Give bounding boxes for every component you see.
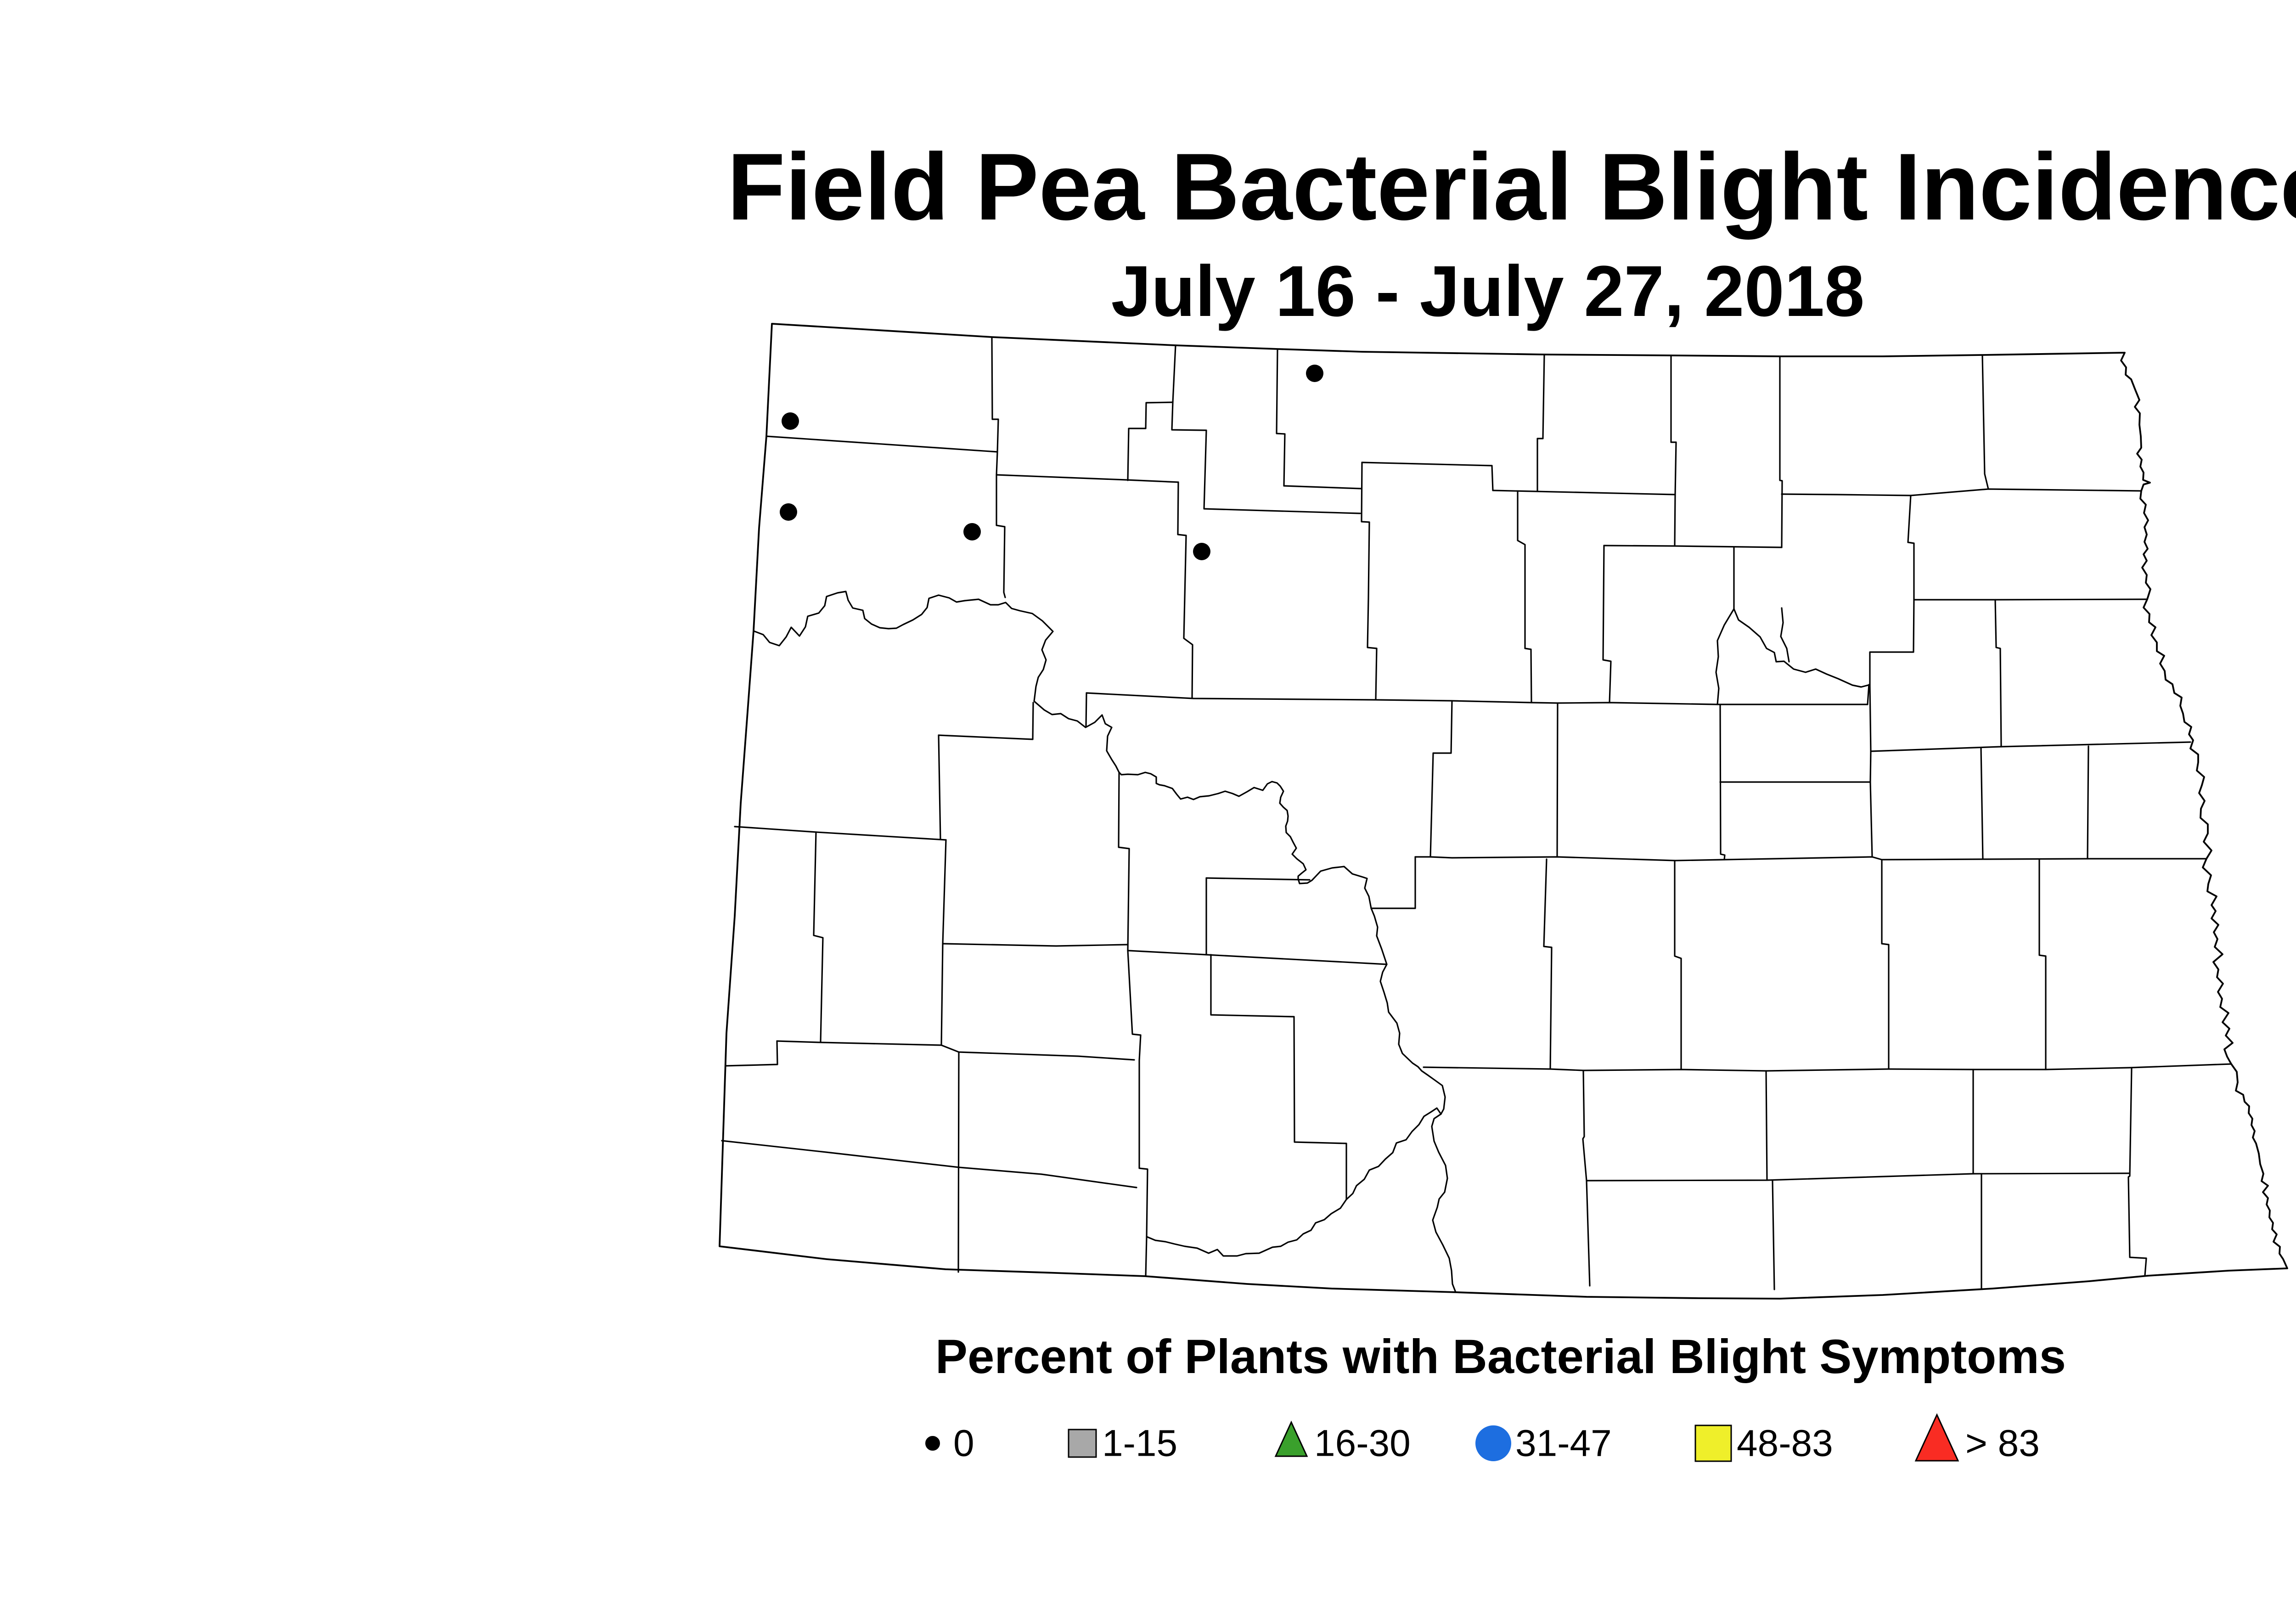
county-boundary-line [938,734,941,840]
legend-symbol-square [1694,1424,1732,1462]
county-boundary-line [1492,490,1676,495]
county-boundary-line [1210,954,1347,1200]
county-boundary-line [1370,856,1416,909]
county-boundary-line [2038,859,2047,1070]
county-boundary-line [1674,860,1682,1070]
county-boundary-line [1086,692,1868,705]
map-title: Field Pea Bacterial Blight Incidence [727,134,2296,240]
county-boundary-line [1907,495,1915,601]
county-boundary-line [2000,741,2191,748]
county-boundary-line [1772,1180,1775,1290]
county-boundary-line [1517,491,1532,704]
survey-site-dot-4 [1306,365,1323,382]
county-boundary-line [1127,950,1388,965]
county-boundary-line [1670,355,1677,547]
county-boundary-line [1423,1063,2232,1072]
county-boundary-line [1780,607,1790,663]
county-boundary-line [1870,746,2002,752]
legend-symbol-square [1068,1429,1097,1458]
survey-site-dot-2 [963,523,981,540]
legend-symbol-circle [1475,1425,1511,1461]
survey-site-dot-1 [780,503,797,521]
county-boundary-line [1582,1070,1591,1287]
county-boundary-line [813,831,824,1042]
county-boundary-line [1867,684,1870,705]
state-outline [719,323,2288,1300]
county-boundary-line [1361,462,1378,700]
county-boundary-line [1869,599,1915,686]
county-boundary-line [1177,481,1193,698]
county-boundary-line [1146,1107,1442,1257]
county-boundary-line [1127,401,1174,481]
county-boundary-line [1283,485,1362,490]
county-boundary-line [1765,1070,1768,1181]
legend-title: Percent of Plants with Bacterial Blight … [935,1330,2066,1384]
county-boundary-line [1118,771,1130,951]
county-boundary-line [938,702,1034,740]
county-boundary-line [1715,608,1735,705]
county-boundary-line [942,943,1129,947]
legend-label-16-30: 16-30 [1314,1423,1411,1464]
legend-symbol-dot [925,1436,940,1451]
county-boundary-line [1414,856,2207,861]
county-boundary-line [996,451,1006,598]
legend-label-48-83: 48-83 [1737,1423,1833,1464]
county-boundary-line [1127,950,1148,1277]
county-boundary-line [1361,462,1494,491]
survey-site-dot-0 [782,412,799,430]
county-boundary-line [1171,401,1361,514]
county-boundary-line [1603,545,1783,548]
county-boundary-line [2127,1068,2147,1276]
legend-label-1-15: 1-15 [1102,1423,1177,1464]
county-boundary-line [765,435,998,453]
county-boundary-line [1719,704,1726,861]
county-boundary-line [1543,858,1553,1070]
county-boundary-line [1994,599,2002,748]
county-boundary-line [1981,354,1989,490]
legend-symbol-triangle [1274,1420,1308,1457]
map-subtitle: July 16 - July 27, 2018 [1111,251,1865,332]
county-boundary-line [1536,354,1545,492]
county-boundary-line [1881,859,1890,1070]
county-boundary-line [1602,545,1612,704]
county-boundary-line [1429,700,1453,858]
legend-label-0: 0 [953,1423,974,1464]
survey-site-dot-3 [1193,543,1210,560]
county-boundary-line [991,336,999,453]
legend-symbol-triangle [1914,1413,1959,1462]
county-boundary-line [1586,1172,2130,1182]
county-boundary-line [957,1051,960,1273]
legend-label--83: > 83 [1965,1423,2040,1464]
county-boundary-line [776,1040,1135,1061]
county-boundary-line [725,1040,778,1067]
legend-label-31-47: 31-47 [1515,1423,1612,1464]
county-boundary-line [996,474,1179,483]
county-boundary-line [1276,348,1286,487]
county-boundary-line [1869,684,1873,858]
county-boundary-line [1556,702,1559,858]
county-boundary-line [1994,598,2148,601]
county-boundary-line [1980,747,1984,860]
county-boundary-line [1733,608,1871,688]
county-boundary-line [1205,877,1311,881]
county-boundary-line [721,1140,1137,1188]
county-boundary-line [753,591,1457,1293]
county-boundary-line [1779,355,1783,548]
county-boundary-line [1172,344,1176,403]
